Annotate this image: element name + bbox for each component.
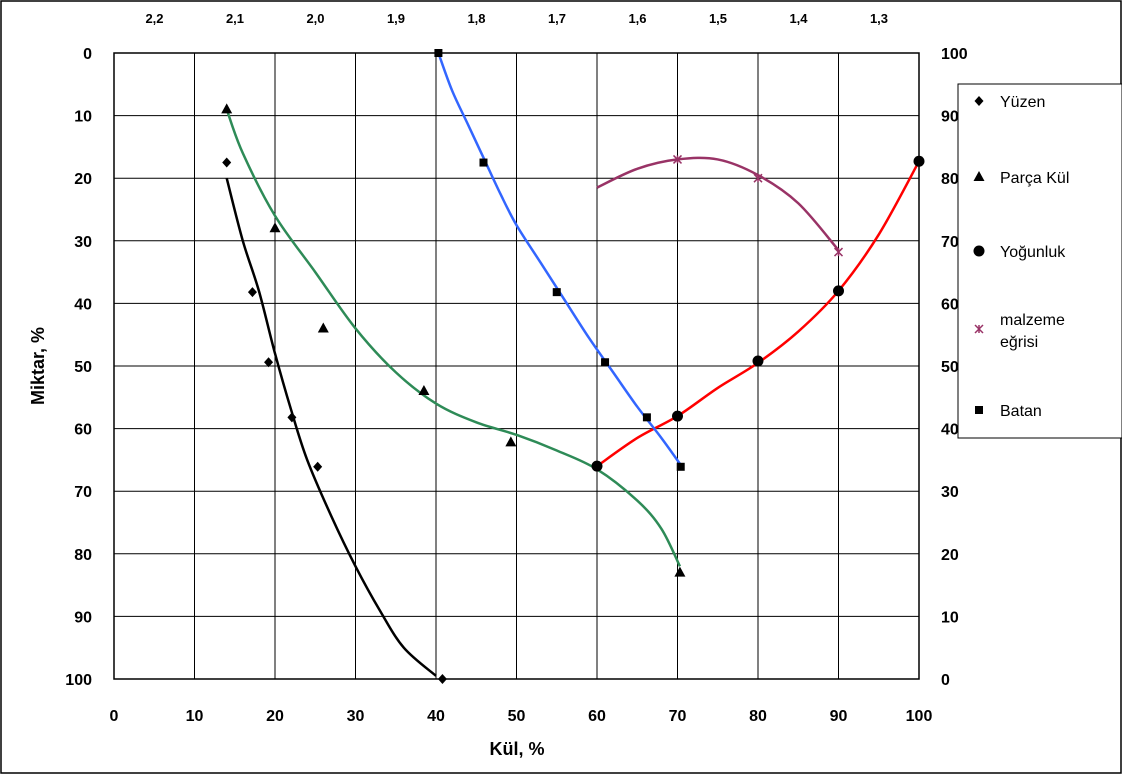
y-left-tick-label: 40 <box>74 296 92 313</box>
legend-marker-malzeme-e-risi <box>974 324 984 334</box>
trend-curves <box>225 52 921 677</box>
legend-label-par-a-k-l: Parça Kül <box>1000 170 1069 187</box>
x-tick-label: 60 <box>588 708 606 725</box>
y-right-tick-label: 70 <box>941 234 959 251</box>
grid-lines <box>114 53 919 679</box>
curve-y-zen <box>225 177 437 677</box>
marker-y-zen <box>287 412 297 423</box>
data-markers <box>221 49 925 684</box>
y-left-tick-label: 100 <box>65 672 92 689</box>
x-tick-label: 10 <box>186 708 204 725</box>
top-axis-tick-label: 1,3 <box>870 11 888 26</box>
marker-par-a-k-l <box>269 222 281 233</box>
x-tick-label: 50 <box>508 708 526 725</box>
marker-yo-unluk <box>591 460 603 472</box>
legend-label-batan: Batan <box>1000 403 1042 420</box>
marker-y-zen <box>437 674 447 684</box>
y-right-tick-label: 10 <box>941 609 959 626</box>
x-tick-label: 80 <box>749 708 767 725</box>
x-tick-label: 90 <box>830 708 848 725</box>
x-axis-title: Kül, % <box>489 739 544 759</box>
top-axis-tick-label: 1,8 <box>467 11 485 26</box>
y-right-tick-label: 0 <box>941 672 950 689</box>
marker-malzeme-e-risi <box>672 154 683 164</box>
y-left-tick-label: 10 <box>74 109 92 126</box>
marker-yo-unluk <box>752 355 764 367</box>
axis-ticks: 0 10 20 30 40 50 60 70 80 90 100010203040506070809… <box>65 11 968 725</box>
x-tick-label: 70 <box>669 708 687 725</box>
y-left-tick-label: 70 <box>74 484 92 501</box>
y-right-tick-label: 90 <box>941 109 959 126</box>
top-axis-tick-label: 1,4 <box>789 11 808 26</box>
y-right-tick-label: 80 <box>941 171 959 188</box>
legend-marker-yo-unluk <box>973 245 985 257</box>
marker-malzeme-e-risi <box>833 247 844 257</box>
legend-label-yo-unluk: Yoğunluk <box>1000 244 1066 261</box>
marker-yo-unluk <box>913 155 925 167</box>
y-right-tick-label: 50 <box>941 359 959 376</box>
y-right-tick-label: 40 <box>941 422 959 439</box>
marker-y-zen <box>222 157 232 168</box>
legend-label-y-zen: Yüzen <box>1000 94 1045 111</box>
legend-label-malzeme-e-risi: malzeme eğrisi <box>1000 312 1065 351</box>
top-axis-tick-label: 2,2 <box>145 11 163 26</box>
marker-y-zen <box>264 357 274 368</box>
y-right-tick-label: 30 <box>941 484 959 501</box>
marker-par-a-k-l <box>317 322 329 333</box>
curve-batan <box>437 52 682 466</box>
legend-box <box>957 83 1122 439</box>
marker-y-zen <box>313 461 323 472</box>
marker-yo-unluk <box>833 285 844 297</box>
y-left-tick-label: 60 <box>74 422 92 439</box>
y-left-tick-label: 50 <box>74 359 92 376</box>
marker-batan <box>434 49 443 57</box>
x-tick-label: 20 <box>266 708 284 725</box>
top-axis-tick-label: 1,6 <box>628 11 646 26</box>
marker-par-a-k-l <box>674 566 686 577</box>
marker-batan <box>642 413 651 422</box>
top-axis-tick-label: 1,5 <box>709 11 727 26</box>
top-axis-tick-label: 1,9 <box>387 11 405 26</box>
curve-par-a-k-l <box>225 108 682 567</box>
legend-marker-batan <box>975 406 983 414</box>
marker-malzeme-e-risi <box>753 173 763 183</box>
marker-batan <box>601 358 610 367</box>
curve-malzeme-e-risi <box>596 156 840 252</box>
top-axis-tick-label: 1,7 <box>548 11 566 26</box>
x-tick-label: 100 <box>906 708 933 725</box>
marker-par-a-k-l <box>221 103 233 114</box>
legend-marker-y-zen <box>974 96 984 106</box>
x-tick-label: 30 <box>347 708 365 725</box>
y-left-tick-label: 0 <box>83 46 92 63</box>
marker-batan <box>676 462 685 471</box>
y-axis-title: Miktar, % <box>28 327 48 405</box>
x-tick-label: 40 <box>427 708 445 725</box>
marker-par-a-k-l <box>505 436 517 447</box>
marker-batan <box>552 288 561 297</box>
x-tick-label: 0 <box>110 708 119 725</box>
top-axis-tick-label: 2,1 <box>226 11 244 26</box>
y-left-tick-label: 30 <box>74 234 92 251</box>
marker-batan <box>479 158 488 167</box>
legend-marker-par-a-k-l <box>973 171 985 181</box>
y-left-tick-label: 20 <box>74 171 92 188</box>
marker-par-a-k-l <box>418 385 430 396</box>
marker-yo-unluk <box>672 410 683 422</box>
y-right-tick-label: 20 <box>941 547 959 564</box>
y-left-tick-label: 80 <box>74 547 92 564</box>
top-axis-tick-label: 2,0 <box>306 11 324 26</box>
y-right-tick-label: 60 <box>941 296 959 313</box>
y-right-tick-label: 100 <box>941 46 968 63</box>
marker-y-zen <box>247 287 257 298</box>
y-left-tick-label: 90 <box>74 609 92 626</box>
legend: Yüzen Parça Kül Yoğunluk malzeme eğrisi Batan <box>973 94 1069 420</box>
